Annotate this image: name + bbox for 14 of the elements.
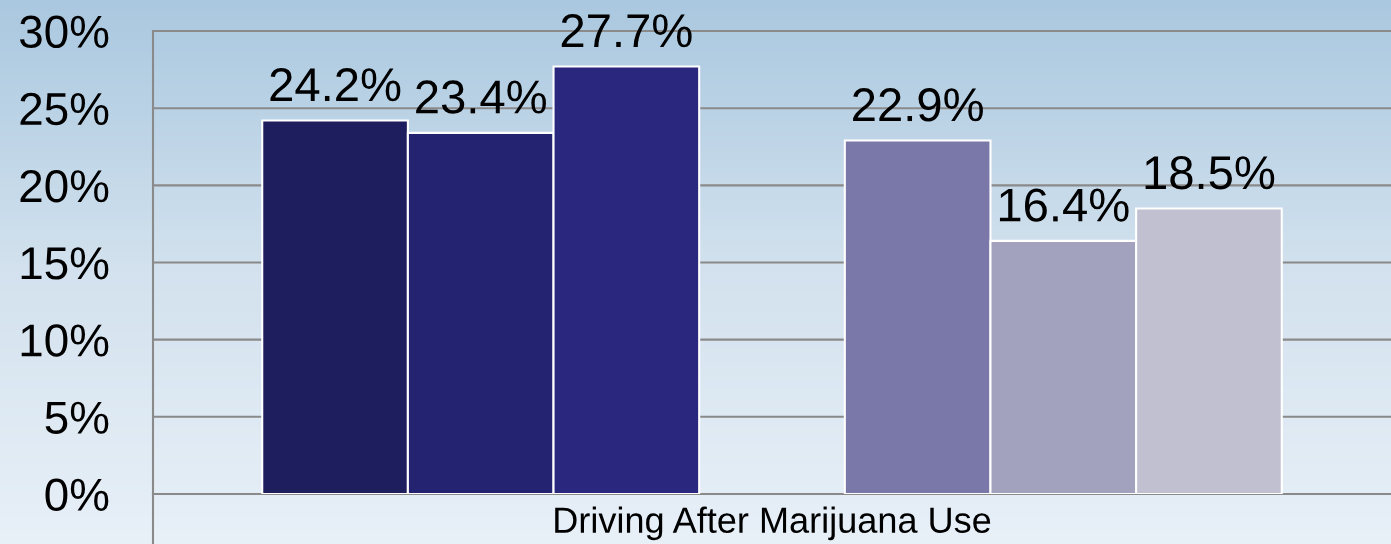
y-tick-label: 20%: [20, 169, 109, 203]
data-label: 24.2%: [270, 68, 401, 102]
y-tick-label: 0%: [45, 478, 109, 512]
data-label: 22.9%: [853, 88, 983, 122]
data-label: 16.4%: [999, 188, 1129, 222]
x-tick-label: Driving After Marijuana Use: [555, 506, 991, 541]
y-tick-label: 10%: [21, 324, 109, 357]
y-tick-label: 25%: [20, 92, 109, 126]
data-label: 27.7%: [561, 14, 692, 48]
y-tick-label: 15%: [21, 247, 109, 280]
data-label: 23.4%: [416, 80, 546, 114]
y-tick-label: 30%: [19, 15, 109, 49]
y-tick-label: 5%: [45, 401, 109, 434]
data-label: 18.5%: [1145, 155, 1275, 190]
